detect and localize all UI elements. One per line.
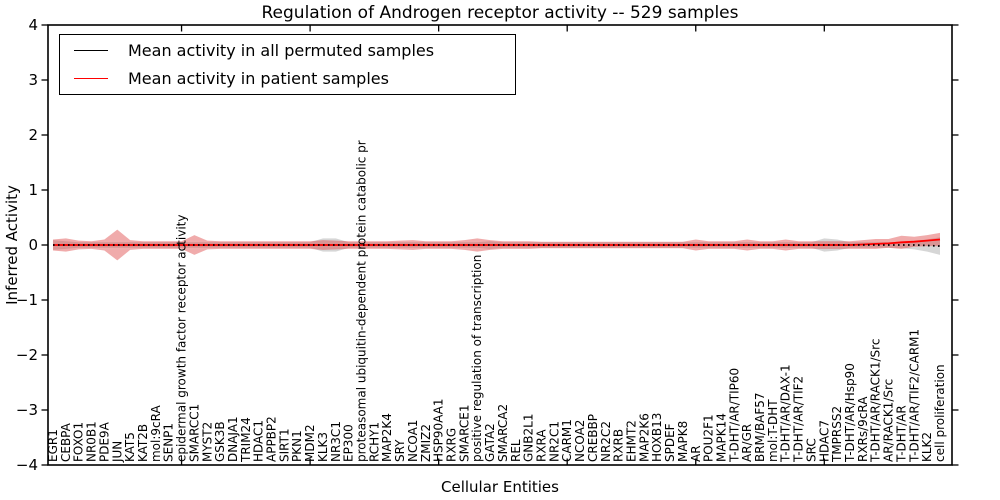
x-category-label: MDM2: [303, 424, 317, 462]
x-category-label: PKN1: [290, 430, 304, 462]
x-category-label: HDAC1: [252, 420, 266, 462]
permuted-line-swatch: [74, 49, 108, 51]
x-category-label: CREBBP: [586, 414, 600, 462]
x-category-label: epidermal growth factor receptor activit…: [175, 215, 189, 462]
x-category-label: RXRA: [534, 429, 548, 462]
x-category-label: CARM1: [560, 419, 574, 462]
x-category-label: SRY: [393, 439, 407, 462]
x-category-label: EGR1: [46, 429, 60, 462]
x-category-label: RCHY1: [367, 422, 381, 462]
x-category-label: JUN: [110, 441, 124, 463]
y-tick-label: −2: [16, 346, 38, 364]
x-category-label: HSP90AA1: [432, 398, 446, 462]
x-category-label: mol:9cRA: [149, 405, 163, 462]
legend-entry-permuted: Mean activity in all permuted samples: [60, 37, 515, 63]
legend-label-permuted: Mean activity in all permuted samples: [128, 40, 435, 60]
x-category-label: MAP2K4: [380, 413, 394, 462]
x-category-label: GATA2: [483, 423, 497, 462]
x-category-label: SPDEF: [663, 423, 677, 462]
x-category-label: SRC: [804, 438, 818, 462]
x-category-label: CEBPA: [59, 422, 73, 462]
x-category-label: HDAC7: [817, 420, 831, 462]
y-tick-label: 0: [28, 236, 38, 254]
x-category-label: MAPK14: [714, 413, 728, 462]
x-category-label: PDE9A: [97, 421, 111, 462]
patient-mean-line: [53, 238, 941, 246]
x-category-label: APPBP2: [265, 416, 279, 462]
y-tick-label: 3: [28, 71, 38, 89]
legend-label-patient: Mean activity in patient samples: [128, 69, 389, 89]
x-category-label: KAT2B: [136, 424, 150, 462]
chart-title: Regulation of Androgen receptor activity…: [261, 3, 739, 23]
y-tick-label: −4: [16, 456, 38, 474]
x-category-label: EHMT2: [624, 420, 638, 462]
y-tick-label: −1: [16, 291, 38, 309]
x-category-label: SENP1: [162, 423, 176, 462]
x-category-label: NCOA1: [406, 420, 420, 462]
x-category-label: TRIM24: [239, 417, 253, 463]
x-axis-label: Cellular Entities: [441, 478, 559, 496]
x-category-label: T-DHT/AR/TIF2: [792, 376, 806, 463]
x-category-label: DNAJA1: [226, 416, 240, 462]
x-category-label: T-DHT/AR: [894, 405, 908, 463]
y-tick-label: 2: [28, 126, 38, 144]
x-category-label: KLK2: [920, 432, 934, 462]
x-category-label: MAPK8: [676, 421, 690, 462]
x-category-label: EP300: [342, 424, 356, 462]
x-category-label: SMARCE1: [457, 404, 471, 462]
x-category-label: NR3C1: [329, 421, 343, 462]
y-tick-label: 4: [28, 16, 38, 34]
x-category-label: NR0B1: [85, 421, 99, 462]
x-category-label: TMPRSS2: [830, 406, 844, 463]
x-category-label: T-DHT/AR/RACK1/Src: [869, 339, 883, 463]
x-category-label: BRM/BAF57: [753, 392, 767, 462]
x-category-label: GNB2L1: [522, 414, 536, 462]
legend-entry-patient: Mean activity in patient samples: [60, 66, 515, 92]
x-category-label: ZMIZ2: [419, 424, 433, 462]
x-category-label: T-DHT/AR/Hsp90: [843, 363, 857, 463]
x-category-label: AR: [689, 445, 703, 462]
y-tick-label: −3: [16, 401, 38, 419]
x-category-label: positive regulation of transcription: [470, 255, 484, 462]
x-category-label: HOXB13: [650, 413, 664, 462]
patient-line-swatch: [74, 78, 108, 80]
x-category-label: NR2C1: [547, 421, 561, 462]
x-category-label: RXRB: [612, 429, 626, 462]
x-category-label: NR2C2: [599, 421, 613, 462]
x-category-label: POU2F1: [702, 414, 716, 462]
permuted-std-band: [53, 237, 940, 255]
x-category-label: SMARCC1: [187, 404, 201, 462]
y-tick-label: 1: [28, 181, 38, 199]
y-axis-label: Inferred Activity: [3, 185, 21, 305]
x-category-label: SIRT1: [277, 428, 291, 462]
x-category-label: AR/RACK1/Src: [882, 379, 896, 462]
x-category-label: mol:T-DHT: [766, 399, 780, 462]
x-category-label: SMARCA2: [496, 404, 510, 462]
x-category-label: FOXO1: [72, 422, 86, 462]
x-category-label: proteasomal ubiquitin-dependent protein …: [355, 140, 369, 462]
x-category-label: RXRs/9cRA: [856, 396, 870, 462]
x-category-label: AR/GR: [740, 424, 754, 462]
x-category-label: REL: [509, 439, 523, 462]
x-category-label: T-DHT/AR/TIF2/CARM1: [907, 329, 921, 463]
x-category-label: GSK3B: [213, 421, 227, 462]
x-category-label: cell proliferation: [933, 364, 947, 462]
x-category-label: T-DHT/AR/DAX-1: [779, 364, 793, 463]
x-category-label: NCOA2: [573, 420, 587, 462]
x-category-label: KLK3: [316, 432, 330, 462]
x-category-label: MAP2K6: [637, 413, 651, 462]
x-category-label: RXRG: [445, 428, 459, 462]
x-category-label: T-DHT/AR/TIP60: [727, 368, 741, 463]
legend: Mean activity in all permuted samples Me…: [59, 34, 516, 95]
x-category-label: KAT5: [123, 432, 137, 462]
x-category-label: MYST2: [200, 422, 214, 462]
